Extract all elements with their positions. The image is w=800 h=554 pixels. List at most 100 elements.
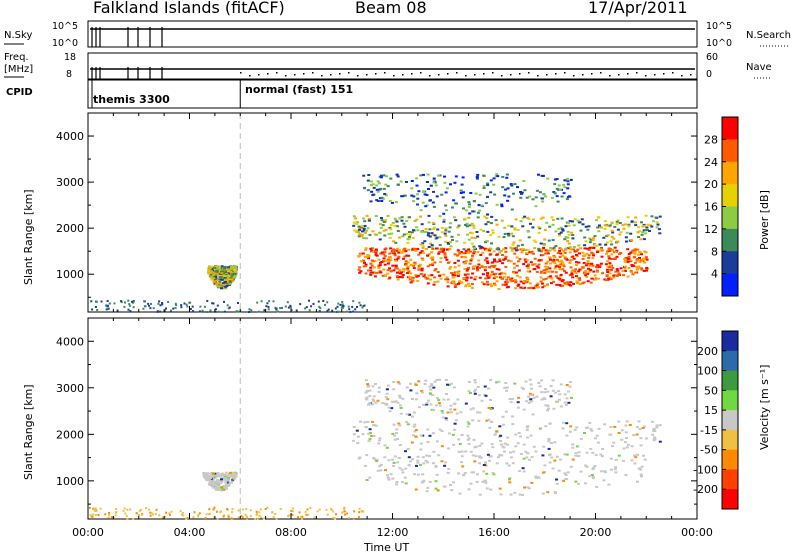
power-panel-cell [509, 246, 513, 249]
power-panel-cell [457, 251, 461, 254]
power-panel-cell [625, 240, 628, 243]
power-panel-cell [563, 179, 567, 182]
power-panel-cell [476, 269, 480, 272]
power-panel-cell [436, 271, 440, 273]
power-panel-cell [571, 255, 575, 258]
velocity-panel-ground-cell [182, 514, 185, 517]
velocity-panel-cell [453, 422, 457, 425]
power-panel-cell [446, 278, 450, 281]
power-panel-cell [489, 273, 493, 276]
power-panel-ground-cell [227, 307, 230, 310]
power-panel-cell [624, 236, 628, 239]
power-panel-cell [456, 249, 460, 252]
power-panel-cell [658, 215, 662, 218]
power-panel-cell [621, 224, 625, 227]
power-panel-cell [421, 273, 425, 276]
power-panel-cell [478, 276, 482, 279]
velocity-panel-cell [218, 474, 222, 477]
velocity-panel-cell [364, 379, 368, 382]
power-panel-cell [442, 212, 446, 215]
power-panel-cell [406, 238, 410, 241]
power-panel-cell [484, 241, 487, 244]
power-panel-cell [504, 250, 508, 253]
velocity-panel-cell [522, 443, 526, 446]
power-panel-cell [501, 175, 505, 178]
nave-dot [276, 72, 278, 74]
power-panel-cell [473, 278, 477, 281]
velocity-panel-cell [414, 398, 418, 401]
velocity-panel-cell [597, 427, 601, 430]
velocity-panel-cell [591, 477, 595, 480]
power-panel-cell [561, 284, 565, 287]
power-panel-ground-cell [263, 309, 266, 312]
velocity-panel-cell [574, 454, 578, 457]
velocity-panel-cell [474, 455, 478, 458]
power-panel-cell [512, 271, 516, 274]
power-panel-cell [638, 257, 641, 259]
velocity-panel-cell [392, 423, 396, 426]
velocity-panel-cell [384, 469, 387, 472]
power-panel-cell [469, 192, 473, 194]
power-panel-cell [381, 274, 385, 277]
power-panel-cell [442, 220, 446, 223]
power-panel-ground-cell [120, 300, 123, 303]
nave-dot [339, 73, 341, 75]
power-panel-cell [537, 247, 541, 250]
power-panel-cell [532, 239, 536, 242]
velocity-panel-cell [475, 480, 479, 483]
power-panel-ground-cell [319, 307, 322, 310]
velocity-panel-cell [460, 450, 464, 453]
power-panel-ground-cell [167, 301, 170, 303]
velocity-panel-cell [467, 390, 471, 393]
power-panel-cell [614, 250, 618, 253]
power-panel-cell [389, 177, 393, 180]
power-panel-cell [353, 229, 357, 232]
velocity-panel-ground-cell [124, 512, 127, 515]
velocity-panel-ground-cell [223, 514, 226, 517]
power-panel-cell [519, 286, 523, 289]
power-panel-cell [394, 265, 398, 267]
power-panel-cell [513, 227, 517, 230]
velocity-panel-cell [532, 396, 536, 399]
power-panel-cell [369, 247, 373, 250]
power-panel-cell [376, 180, 380, 183]
power-panel-cell [566, 180, 570, 183]
power-panel-cell [410, 249, 414, 251]
power-panel-ground-cell [149, 307, 152, 310]
power-panel-cell [486, 272, 490, 275]
power-panel-cell [412, 195, 416, 198]
power-panel-cell [386, 269, 390, 272]
power-panel-cell [456, 226, 460, 229]
velocity-panel-cell [450, 411, 453, 414]
power-panel-ground-cell [142, 307, 145, 310]
velocity-panel-cell [571, 458, 575, 461]
power-panel-cell [433, 281, 437, 284]
power-panel-cell [636, 258, 640, 260]
velocity-panel-cell [395, 428, 399, 431]
power-panel-cell [223, 265, 227, 268]
power-panel-cell [541, 282, 544, 285]
power-panel-cell [501, 283, 505, 286]
velocity-panel-cell [446, 472, 450, 474]
velocity-panel-ground-cell [298, 511, 301, 514]
velocity-panel-ground-cell [197, 514, 200, 516]
power-panel-cell [571, 237, 575, 240]
station-title: Falkland Islands (fitACF) [93, 0, 285, 17]
velocity-panel-cell [209, 477, 213, 479]
power-panel-cell [459, 281, 463, 284]
power-panel-cell [515, 246, 518, 249]
power-panel-ground-cell [256, 301, 259, 304]
power-panel-ground-cell [248, 308, 251, 311]
power-panel-cell [551, 260, 555, 263]
power-panel-cell [451, 273, 455, 276]
velocity-panel-cell [522, 388, 525, 391]
power-panel-cell [495, 268, 499, 271]
power-panel-cell [387, 278, 391, 280]
velocity-panel-cell [457, 438, 461, 441]
velocity-panel-ground-cell [169, 513, 171, 516]
velocity-panel-ground-cell [348, 516, 351, 519]
power-panel-cell [513, 252, 517, 255]
velocity-panel-cell [449, 382, 453, 385]
velocity-panel-cell [374, 424, 378, 427]
power-panel-cell [477, 204, 481, 207]
